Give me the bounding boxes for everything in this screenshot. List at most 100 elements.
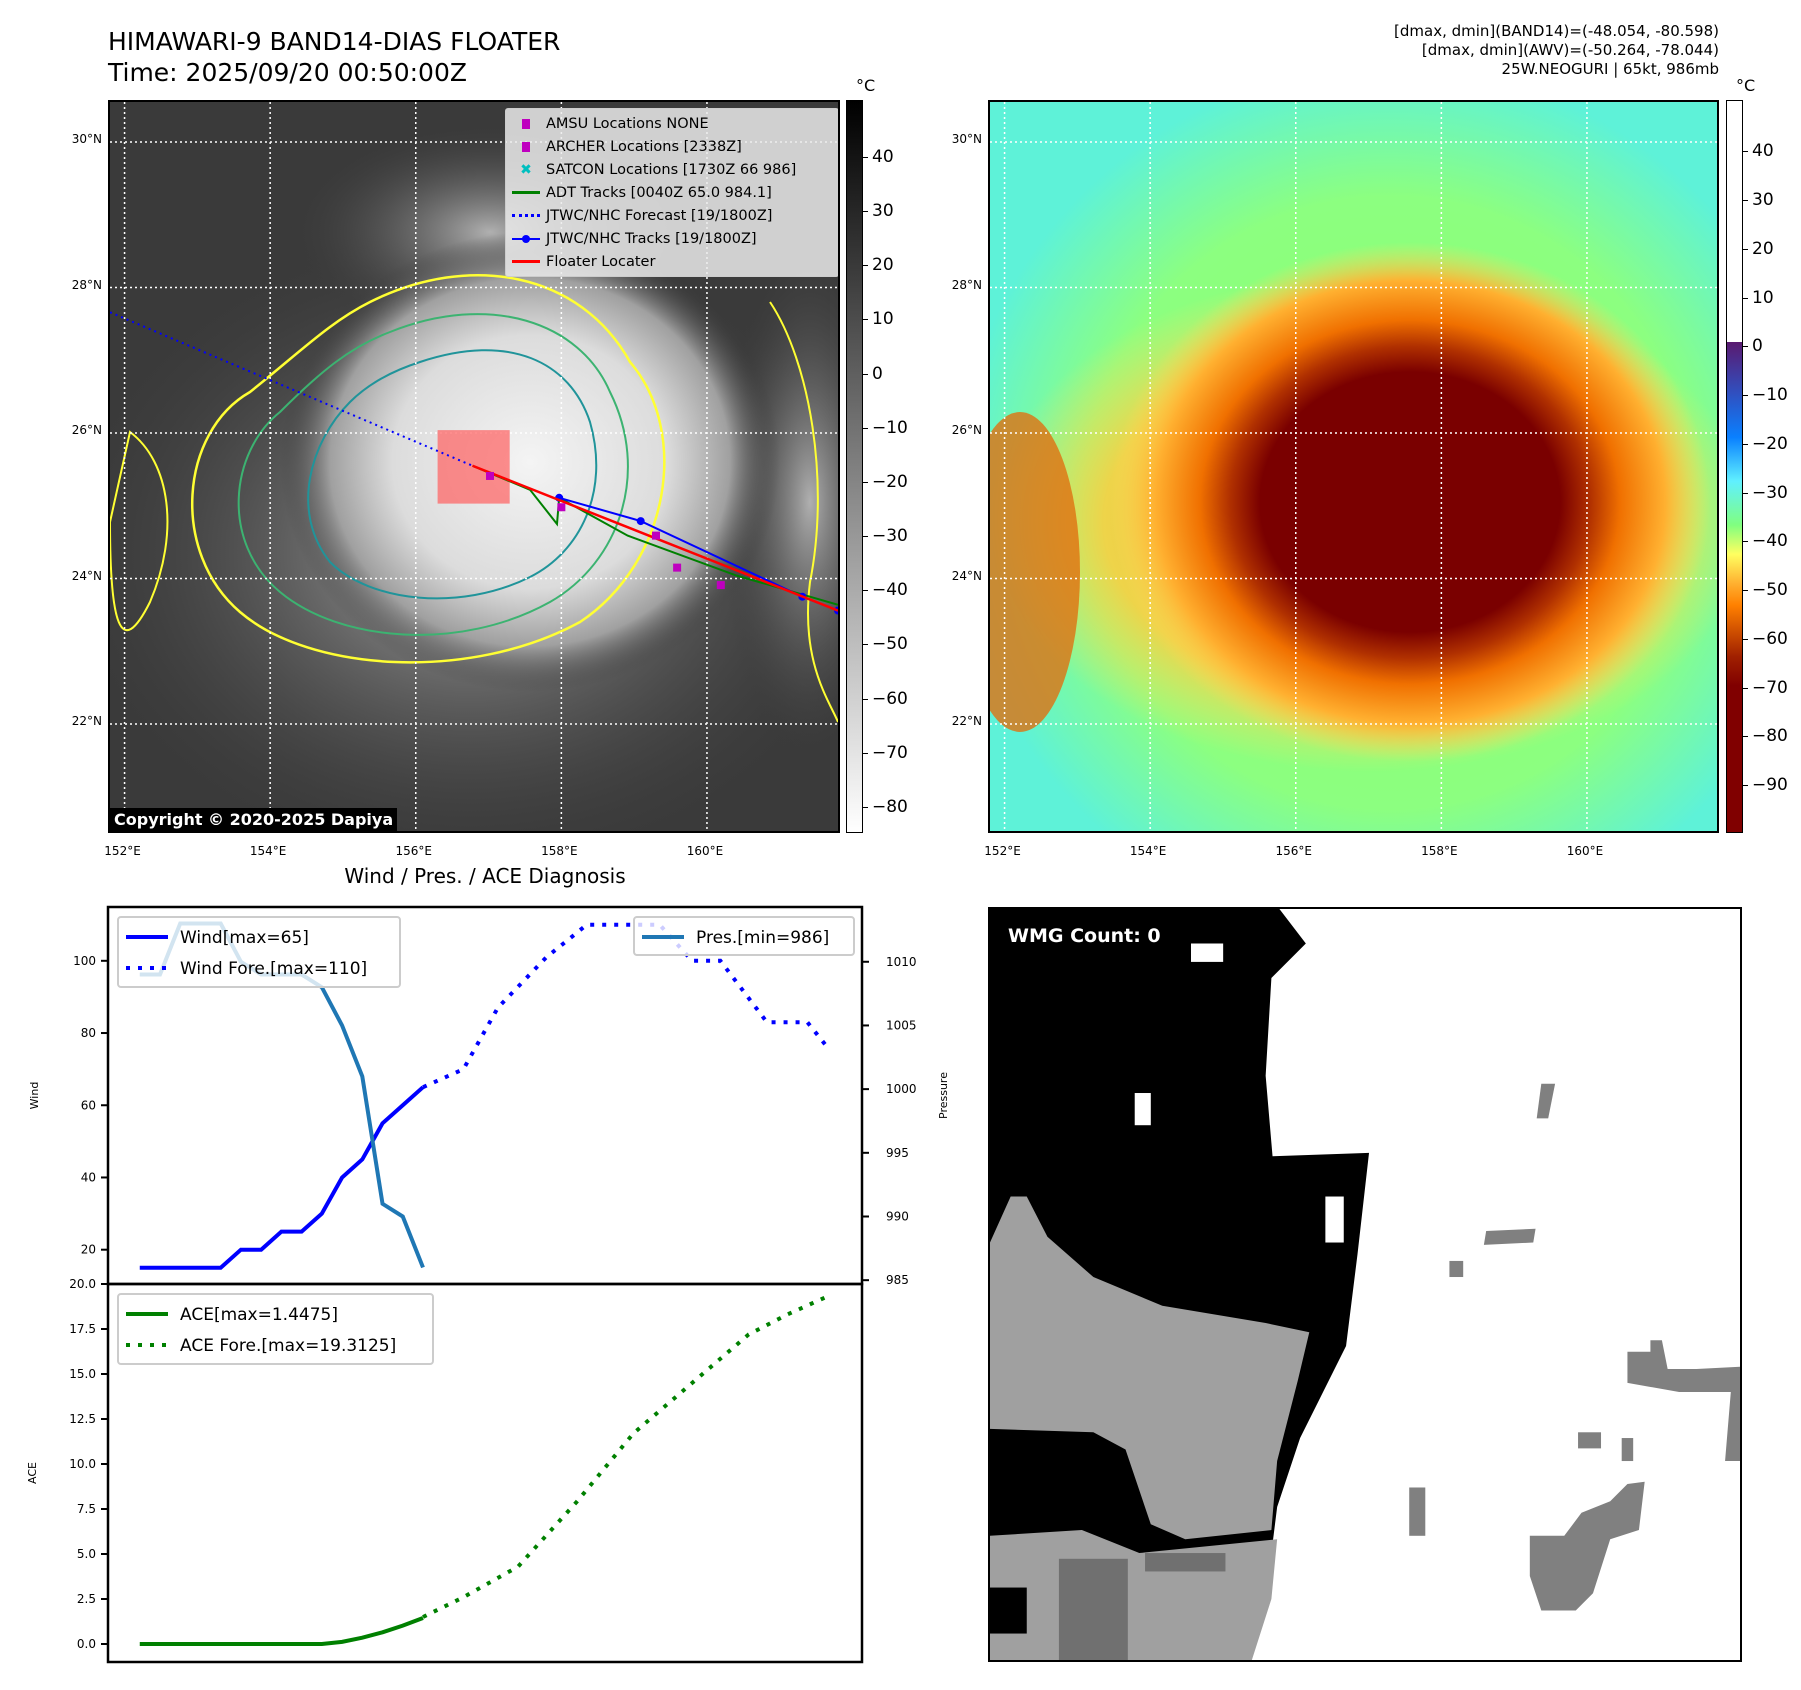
legend-entry: Floater Locater (506, 250, 838, 273)
colorbar-tick-label: −80 (872, 796, 908, 817)
wmg-canvas (990, 909, 1740, 1660)
ir-grayscale-map: AMSU Locations NONE ARCHER Locations [233… (108, 100, 840, 833)
colorbar-tick-mark (1743, 199, 1748, 201)
ir-colorbar (846, 100, 863, 833)
longitude-label: 160°E (1566, 844, 1604, 858)
colorbar-tick-mark (863, 806, 868, 808)
legend-label: JTWC/NHC Forecast [19/1800Z] (546, 207, 773, 224)
jtwc-track-point (636, 517, 645, 526)
colorbar-tick-label: −60 (872, 688, 908, 709)
latitude-label: 22°N (71, 714, 102, 729)
colorbar-tick-label: −40 (1752, 531, 1788, 552)
colorbar-tick-mark (1743, 395, 1748, 397)
awv-colorbar-unit: °C (1736, 76, 1756, 95)
contour-green (237, 313, 629, 636)
archer-location-marker (673, 563, 682, 572)
colorbar-tick-label: 20 (872, 255, 894, 276)
legend-symbol-icon (506, 191, 546, 194)
longitude-label: 156°E (1275, 844, 1313, 858)
colorbar-tick-mark (1743, 590, 1748, 592)
ir-colorbar-unit: °C (856, 76, 876, 95)
colorbar-tick-label: −90 (1752, 775, 1788, 796)
wmg-gray-patch (1621, 1438, 1634, 1462)
legend-label: ADT Tracks [0040Z 65.0 984.1] (546, 184, 772, 201)
awv-range: [dmax, dmin](AWV)=(-50.264, -78.044) (1421, 41, 1719, 59)
pressure-tick-label: 985 (886, 1273, 909, 1287)
storm-summary: 25W.NEOGURI | 65kt, 986mb (1501, 60, 1719, 78)
longitude-label: 152°E (984, 844, 1021, 858)
colorbar-tick-label: −30 (872, 526, 908, 547)
colorbar-tick-mark (863, 265, 868, 267)
legend-label: Wind Fore.[max=110] (180, 959, 367, 979)
series-ace-fore-line (422, 1294, 829, 1619)
legend-symbol-icon (506, 141, 546, 152)
latitude-label: 24°N (71, 568, 102, 583)
wmg-gray-region (990, 1196, 1310, 1540)
colorbar-tick-mark (863, 319, 868, 321)
wmg-gray-patch (1483, 1228, 1536, 1245)
colorbar-tick-label: 0 (1752, 336, 1763, 357)
legend-label: ACE[max=1.4475] (180, 1305, 338, 1325)
longitude-label: 154°E (1129, 844, 1167, 858)
archer-location-marker (557, 503, 566, 512)
longitude-label: 156°E (395, 844, 433, 858)
title-line-1: HIMAWARI-9 BAND14-DIAS FLOATER (108, 27, 561, 56)
wind-legend (117, 916, 401, 988)
ace-tick-label: 15.0 (69, 1367, 96, 1381)
colorbar-tick-mark (863, 590, 868, 592)
central-dense-overcast (280, 232, 780, 692)
ace-tick-label: 12.5 (69, 1412, 96, 1426)
colorbar-tick-label: −30 (1752, 482, 1788, 503)
latitude-label: 28°N (951, 277, 982, 292)
colorbar-tick-mark (1743, 248, 1748, 250)
pressure-tick-label: 995 (886, 1146, 909, 1160)
colorbar-tick-mark (863, 211, 868, 213)
colorbar-tick-label: 30 (1752, 189, 1774, 210)
latitude-label: 24°N (951, 568, 982, 583)
wind-tick-label: 100 (73, 954, 96, 968)
legend-symbol-icon (506, 260, 546, 263)
colorbar-tick-mark (1743, 492, 1748, 494)
awv-color-map (988, 100, 1719, 833)
wmg-gray-patch (1529, 1481, 1645, 1611)
legend-entry: ✖ SATCON Locations [1730Z 66 986] (506, 158, 838, 181)
colorbar-tick-label: −70 (872, 742, 908, 763)
ace-tick-label: 20.0 (69, 1277, 96, 1291)
wmg-dark-gray-block (1058, 1558, 1128, 1660)
colorbar-tick-label: 10 (1752, 287, 1774, 308)
archer-location-marker (486, 471, 495, 480)
copyright-label: Copyright © 2020-2025 Dapiya (110, 808, 398, 831)
band14-range: [dmax, dmin](BAND14)=(-48.054, -80.598) (1394, 22, 1719, 40)
colorbar-tick-mark (863, 427, 868, 429)
wmg-gray-patch (1627, 1340, 1740, 1462)
legend-entry: JTWC/NHC Forecast [19/1800Z] (506, 204, 838, 227)
colorbar-tick-label: 0 (872, 363, 883, 384)
contour-yellow (191, 273, 666, 664)
colorbar-tick-label: 10 (872, 309, 894, 330)
colorbar-tick-mark (1743, 297, 1748, 299)
diagnosis-chart: 20 40 60 80 100 985 990 995 1000 1005 1010 0.0 2.5 5.… (26, 905, 950, 1664)
colorbar-tick-mark (1743, 638, 1748, 640)
colorbar-tick-label: −70 (1752, 677, 1788, 698)
wmg-gray-patch (1536, 1083, 1556, 1119)
colorbar-tick-mark (1743, 443, 1748, 445)
legend-label: Floater Locater (546, 253, 656, 270)
legend-symbol-icon: ✖ (520, 161, 532, 178)
latitude-label: 30°N (951, 132, 982, 146)
legend-label: SATCON Locations [1730Z 66 986] (546, 161, 797, 178)
colorbar-tick-mark (1743, 687, 1748, 689)
ace-legend (117, 1293, 434, 1365)
colorbar-tick-mark (863, 156, 868, 158)
colorbar-tick-label: 30 (872, 201, 894, 222)
latitude-label: 26°N (71, 423, 102, 438)
contour-east (769, 301, 838, 723)
wind-tick-label: 20 (81, 1243, 96, 1257)
ace-axis-label: ACE (26, 1462, 39, 1484)
colorbar-tick-label: −50 (872, 634, 908, 655)
colorbar-tick-mark (863, 536, 868, 538)
longitude-label: 152°E (104, 844, 141, 858)
wmg-gray-patch (1449, 1260, 1464, 1278)
title-line-2: Time: 2025/09/20 00:50:00Z (108, 58, 467, 87)
colorbar-tick-label: 40 (1752, 141, 1774, 162)
wmg-black-block (990, 1587, 1027, 1634)
